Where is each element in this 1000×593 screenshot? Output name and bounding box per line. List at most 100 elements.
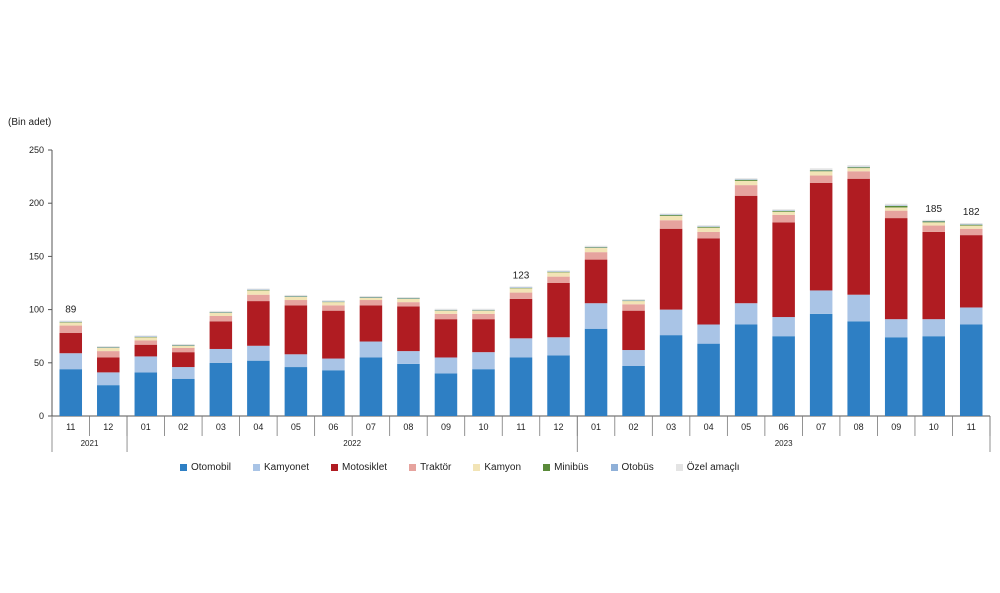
x-tick-label: 06 (779, 422, 789, 432)
bar-segment-kamyon (772, 211, 795, 215)
x-tick-label: 07 (366, 422, 376, 432)
bar-segment-otobüs (134, 336, 158, 338)
bar-segment-minibüs (659, 215, 683, 216)
bar-segment-kamyonet (359, 341, 383, 358)
x-tick-label: 02 (629, 422, 639, 432)
bar-segment-otomobil (322, 370, 345, 416)
bar-segment-kamyon (659, 215, 683, 221)
bar-segment-kamyon (884, 207, 908, 211)
bar-segment-otobüs (809, 169, 833, 171)
bar-segment-motosiklet (922, 231, 945, 320)
bar-segment-traktör (697, 231, 720, 239)
bar-segment-otomobil (809, 313, 833, 416)
bar-segment-minibüs (172, 345, 195, 346)
x-tick-label: 11 (66, 422, 75, 432)
bar-segment-otomobil (359, 357, 383, 416)
bar-segment-otobüs (284, 295, 308, 297)
bar-segment-kamyonet (959, 307, 983, 325)
bar-segment-otomobil (847, 321, 870, 416)
bar-segment-otobüs (247, 289, 270, 291)
x-tick-label: 08 (854, 422, 864, 432)
bar-segment-otobüs (697, 226, 720, 227)
bar-segment-otomobil (959, 324, 983, 416)
bar-segment-özel-amaçlı (134, 335, 158, 337)
bar-segment-motosiklet (734, 195, 758, 304)
legend-swatch (543, 464, 551, 471)
legend-label: Otomobil (191, 462, 232, 473)
bar-segment-özel-amaçlı (97, 346, 120, 348)
bar-segment-traktör (97, 351, 120, 358)
legend-label: Özel amaçlı (686, 462, 740, 473)
bar-segment-özel-amaçlı (172, 343, 195, 346)
bar-segment-kamyonet (622, 350, 645, 366)
bar-segment-özel-amaçlı (697, 225, 720, 227)
bar-segment-otomobil (884, 337, 908, 416)
bar-segment-minibüs (59, 321, 83, 323)
bar-segment-motosiklet (434, 319, 458, 358)
bar-segment-kamyon (922, 222, 945, 226)
bar-segment-otomobil (209, 362, 233, 416)
bar-segment-otobüs (322, 301, 345, 302)
legend-swatch (610, 464, 618, 471)
bar-segment-traktör (584, 252, 608, 260)
bar-segment-kamyon (734, 180, 758, 186)
bar-segment-traktör (172, 347, 195, 353)
bar-segment-kamyon (584, 247, 608, 253)
bar-segment-otobüs (622, 300, 645, 301)
bar-segment-kamyon (847, 168, 870, 172)
year-group-label: 2023 (775, 439, 793, 448)
bar-segment-minibüs (434, 310, 458, 311)
x-tick-label: 10 (478, 422, 488, 432)
data-label: 123 (513, 270, 530, 281)
bar-segment-minibüs (284, 296, 308, 297)
bar-segment-minibüs (959, 224, 983, 226)
bar-segment-otobüs (359, 297, 383, 298)
y-tick-label: 150 (29, 251, 44, 261)
legend-item: Minibüs (543, 462, 589, 473)
bar-segment-traktör (959, 228, 983, 236)
bar-segment-özel-amaçlı (659, 213, 683, 215)
x-tick-label: 11 (967, 422, 976, 432)
bar-segment-kamyonet (59, 353, 83, 370)
bar-segment-kamyonet (397, 351, 420, 364)
bar-segment-otobüs (172, 345, 195, 346)
bar-segment-otomobil (659, 335, 683, 416)
bar-segment-özel-amaçlı (959, 223, 983, 225)
bar-segment-motosiklet (247, 301, 270, 346)
bar-segment-minibüs (922, 221, 945, 223)
bar-segment-otobüs (734, 179, 758, 180)
bar-segment-traktör (659, 220, 683, 229)
bar-segment-otobüs (434, 309, 458, 311)
bar-segment-kamyon (97, 347, 120, 352)
bar-segment-özel-amaçlı (847, 165, 870, 167)
y-tick-label: 50 (34, 358, 44, 368)
bar-segment-minibüs (622, 300, 645, 302)
bar-segment-kamyonet (847, 294, 870, 322)
bar-segment-minibüs (97, 347, 120, 348)
data-label: 182 (963, 207, 980, 218)
legend-label: Traktör (420, 462, 452, 473)
data-label: 89 (65, 305, 77, 316)
bar-segment-motosiklet (209, 321, 233, 349)
bar-segment-minibüs (209, 312, 233, 313)
bar-segment-otomobil (172, 378, 195, 416)
bar-segment-minibüs (734, 179, 758, 181)
bar-segment-traktör (734, 185, 758, 196)
bar-segment-kamyonet (584, 303, 608, 329)
bar-segment-özel-amaçlı (734, 178, 758, 180)
bar-segment-kamyonet (809, 290, 833, 314)
bar-segment-özel-amaçlı (622, 299, 645, 301)
bar-segment-traktör (134, 340, 158, 345)
bar-segment-kamyonet (472, 352, 495, 370)
bar-segment-kamyonet (322, 358, 345, 371)
bar-segment-özel-amaçlı (397, 297, 420, 299)
bar-segment-kamyon (134, 337, 158, 341)
bar-segment-motosiklet (97, 357, 120, 373)
bar-segment-traktör (322, 305, 345, 311)
bar-segment-motosiklet (622, 310, 645, 351)
bar-segment-motosiklet (59, 333, 83, 354)
y-tick-label: 0 (39, 411, 44, 421)
bar-segment-minibüs (772, 210, 795, 212)
bar-segment-kamyonet (247, 345, 270, 361)
bar-segment-kamyon (547, 272, 570, 277)
